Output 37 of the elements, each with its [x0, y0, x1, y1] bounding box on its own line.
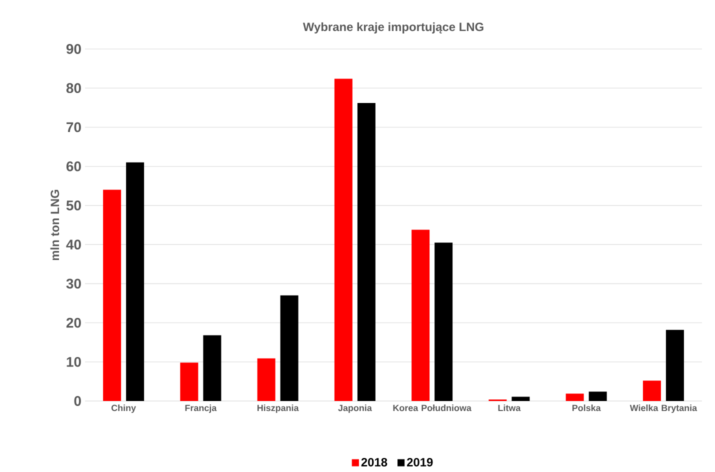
y-tick-label: 30 — [66, 278, 81, 289]
x-tick-label: Francja — [185, 404, 217, 413]
bar — [280, 295, 298, 401]
x-tick-label: Chiny — [111, 404, 136, 413]
bar — [512, 396, 530, 401]
y-tick-label: 10 — [66, 356, 81, 367]
x-tick-label: Korea Południowa — [393, 404, 472, 412]
bar — [103, 190, 122, 401]
bar — [180, 362, 198, 401]
legend-label: 2018 — [361, 458, 388, 466]
y-tick-label: 70 — [66, 122, 81, 132]
y-tick-label: 50 — [66, 200, 81, 210]
bar — [357, 102, 376, 401]
x-tick-label: Wielka Brytania — [630, 404, 698, 413]
y-tick-label: 90 — [66, 44, 81, 54]
y-tick-label: 0 — [74, 396, 81, 406]
legend-label: 2019 — [406, 458, 433, 466]
y-tick-label: 80 — [66, 83, 81, 94]
bar — [126, 162, 144, 401]
y-tick-label: 40 — [66, 240, 81, 250]
x-tick-label: Hiszpania — [257, 404, 299, 413]
bar — [203, 335, 222, 401]
y-axis-title: mln ton LNG — [50, 190, 60, 260]
bar — [257, 358, 276, 401]
bar — [334, 78, 352, 401]
bar — [642, 380, 661, 401]
x-tick-label: Japonia — [338, 404, 372, 413]
bar — [566, 394, 584, 401]
bar — [412, 230, 430, 401]
x-tick-label: Litwa — [498, 404, 521, 412]
bar — [588, 392, 607, 401]
y-tick-label: 60 — [66, 161, 81, 172]
chart-title: Wybrane kraje importujące LNG — [302, 22, 484, 34]
y-tick-label: 20 — [66, 318, 81, 328]
x-tick-label: Polska — [572, 404, 601, 412]
bar — [434, 242, 453, 401]
bar — [666, 330, 684, 401]
